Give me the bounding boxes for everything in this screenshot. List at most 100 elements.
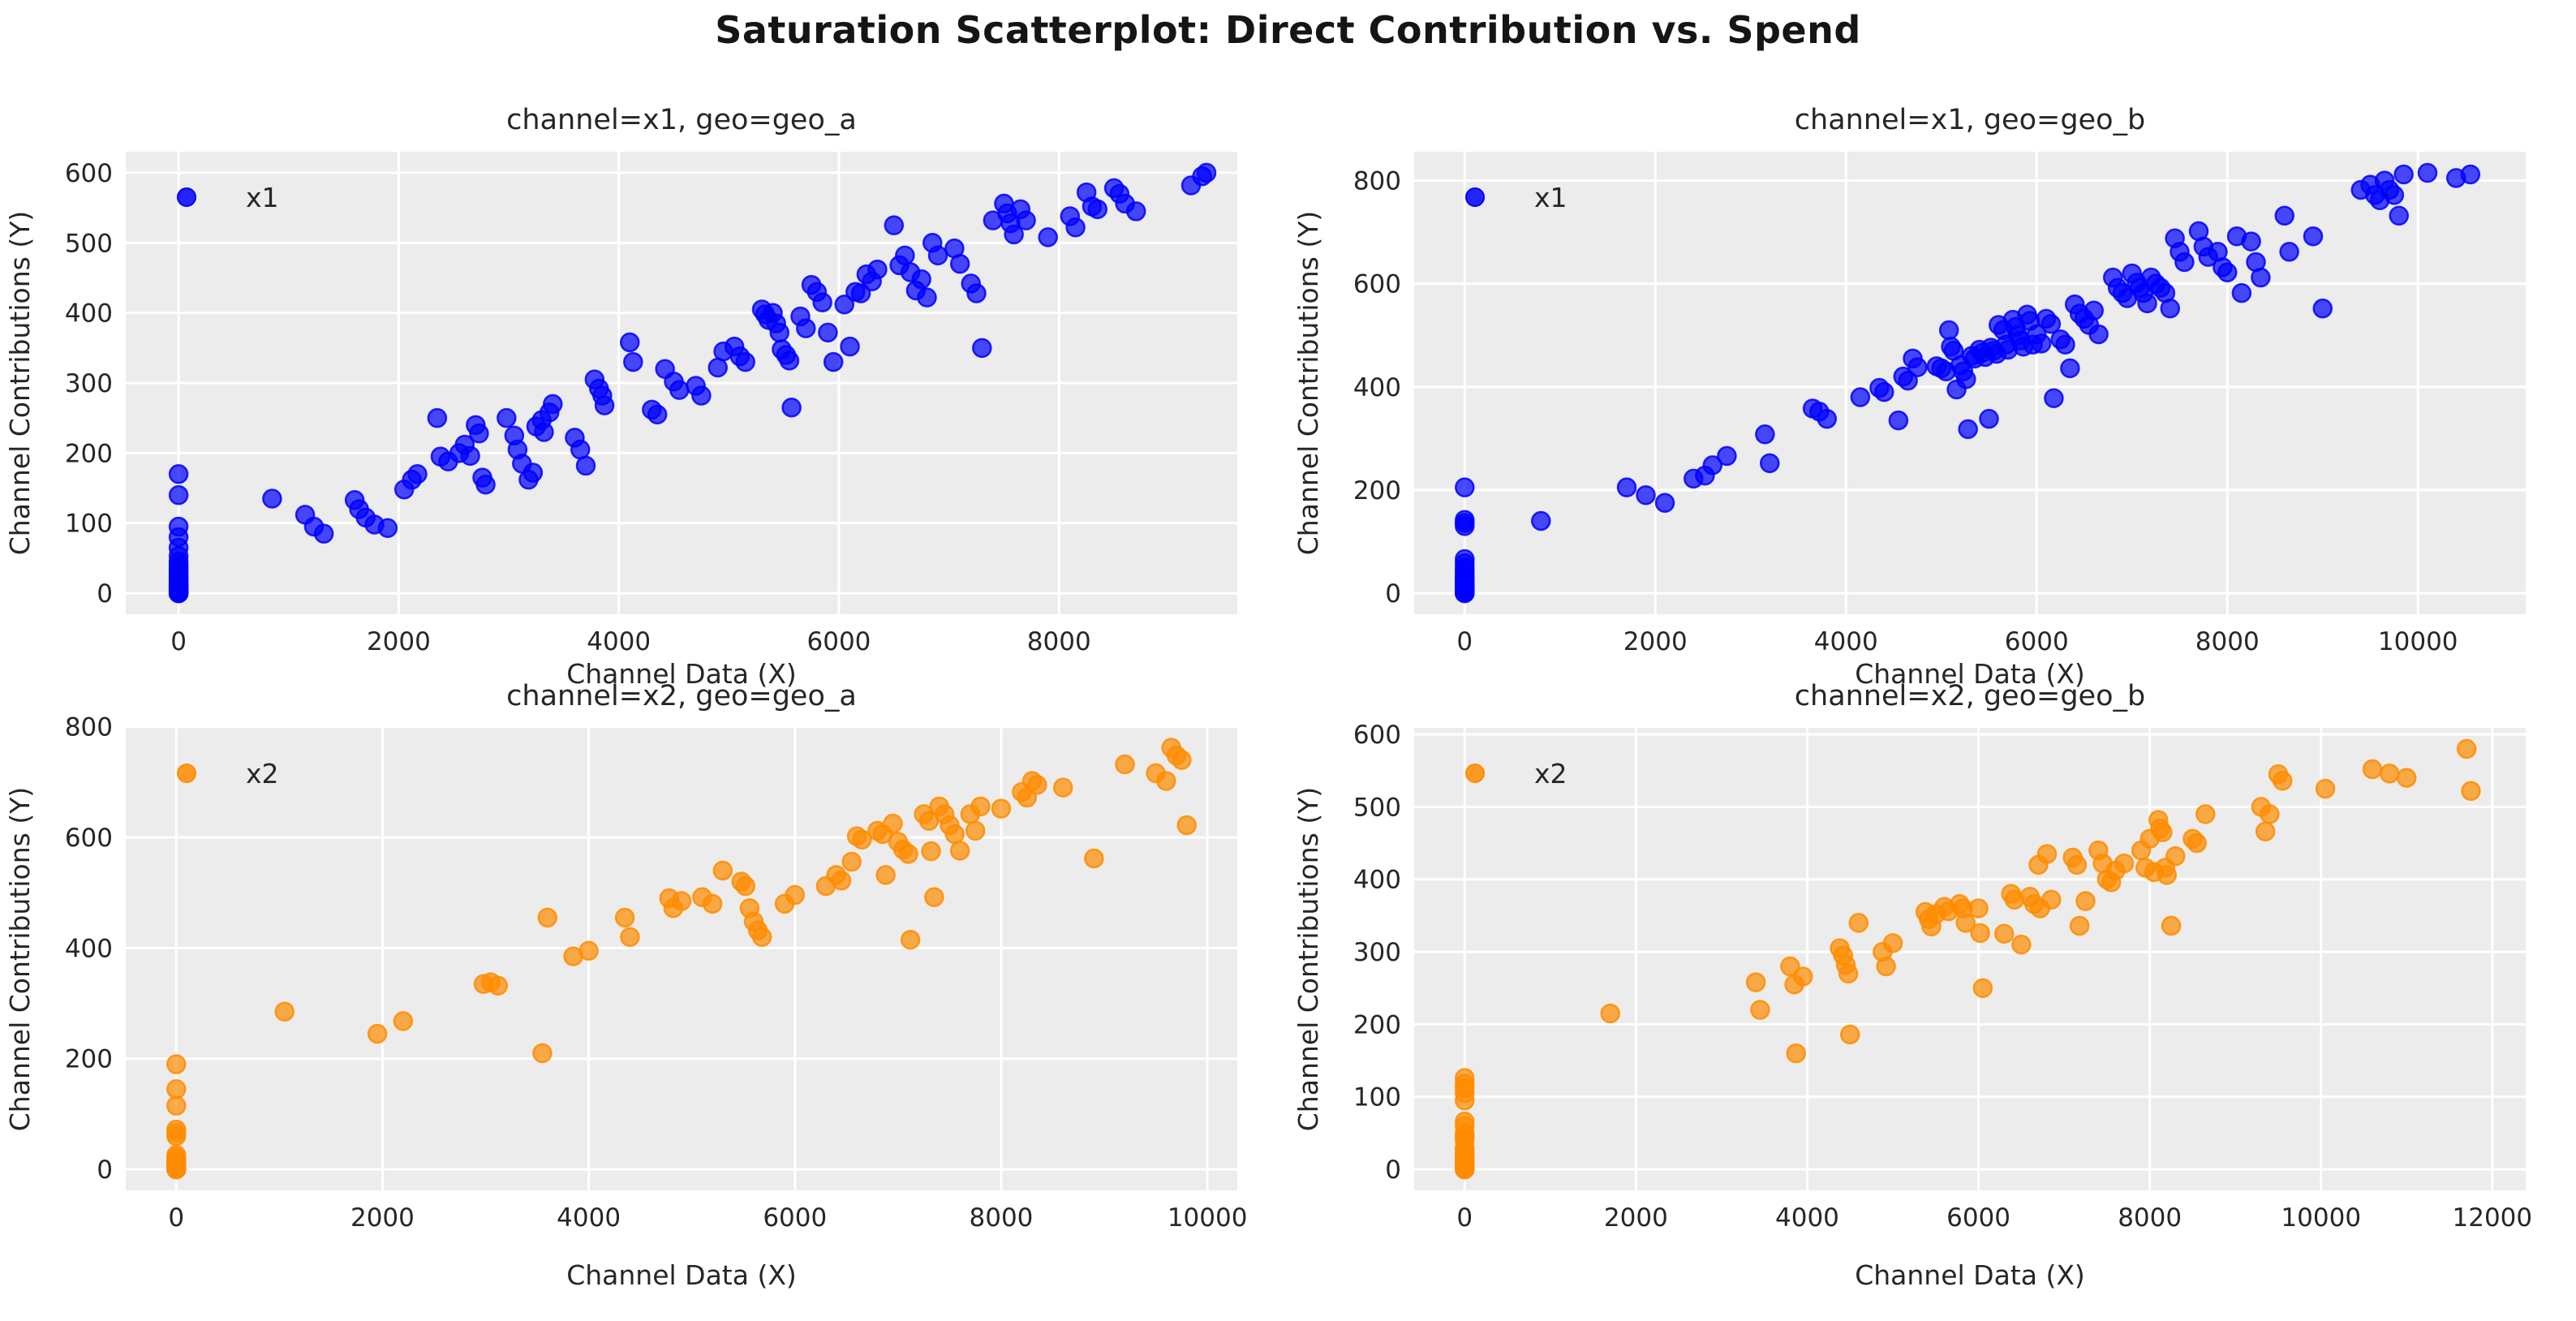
y-tick-label: 0 xyxy=(1385,1155,1401,1185)
y-tick-label: 200 xyxy=(1353,476,1401,506)
scatter-point xyxy=(647,404,668,425)
scatter-point xyxy=(1027,774,1047,795)
scatter-point xyxy=(785,884,806,906)
scatter-point xyxy=(1125,201,1146,222)
subplot-title: channel=x1, geo=geo_b xyxy=(1795,104,2145,136)
legend-marker-icon xyxy=(177,187,196,207)
subplot-channel-x2-geo-a: 0 2000 4000 6000 8000 10000 0 200 400 600 800 x2 cha… xyxy=(4,680,1248,1291)
x-axis-label: Channel Data (X) xyxy=(1855,1259,2085,1291)
scatter-point xyxy=(2055,334,2075,355)
scatter-point xyxy=(2036,844,2058,864)
scatter-point xyxy=(735,876,756,897)
y-axis-label: Channel Contributions (Y) xyxy=(1292,211,1324,555)
scatter-point xyxy=(620,927,640,947)
scatter-point xyxy=(168,516,189,537)
y-tick-label: 200 xyxy=(65,1045,113,1074)
x-tick-label: 0 xyxy=(168,1203,184,1233)
scatter-point xyxy=(1972,978,1993,998)
scatter-point xyxy=(911,269,931,290)
scatter-point xyxy=(1087,199,1107,220)
x-tick-label: 10000 xyxy=(1168,1203,1248,1233)
y-tick-label: 800 xyxy=(65,713,113,742)
scatter-point xyxy=(840,336,860,357)
scatter-point xyxy=(2187,833,2207,854)
scatter-point xyxy=(949,841,970,861)
y-tick-label: 400 xyxy=(65,934,113,963)
scatter-point xyxy=(1958,419,1978,440)
scatter-point xyxy=(1531,510,1551,531)
scatter-point xyxy=(966,283,987,303)
scatter-point xyxy=(166,1078,187,1099)
scatter-point xyxy=(1004,224,1024,245)
scatter-point xyxy=(2312,298,2333,319)
scatter-point xyxy=(575,455,596,476)
scatter-point xyxy=(2161,915,2182,936)
scatter-point xyxy=(2417,162,2438,183)
scatter-point xyxy=(614,907,635,928)
scatter-point xyxy=(1760,453,1780,474)
x-tick-label: 2000 xyxy=(367,627,431,656)
scatter-point xyxy=(2461,781,2481,801)
scatter-point xyxy=(2460,164,2481,185)
x-tick-label: 0 xyxy=(1456,627,1473,656)
scatter-point xyxy=(812,292,832,312)
scatter-point xyxy=(475,474,496,495)
scatter-point xyxy=(921,841,941,862)
scatter-point xyxy=(972,338,992,359)
x-tick-label: 12000 xyxy=(2453,1203,2533,1233)
scatter-point xyxy=(1786,1043,1806,1064)
scatter-point xyxy=(991,798,1012,819)
x-tick-label: 4000 xyxy=(1814,627,1878,656)
scatter-point xyxy=(735,351,755,372)
scatter-point xyxy=(1888,410,1909,431)
scatter-point xyxy=(460,445,480,467)
scatter-point xyxy=(2315,778,2336,799)
scatter-point xyxy=(2260,804,2280,824)
scatter-point xyxy=(2041,313,2062,334)
scatter-point xyxy=(669,380,690,400)
x-tick-label: 8000 xyxy=(2195,627,2260,656)
y-axis-label: Channel Contributions (Y) xyxy=(4,211,36,555)
scatter-point xyxy=(1156,771,1176,791)
y-tick-label: 0 xyxy=(97,579,113,609)
scatter-point xyxy=(2114,853,2135,874)
subplot-title: channel=x2, geo=geo_b xyxy=(1795,680,2145,712)
y-tick-label: 200 xyxy=(65,439,113,468)
scatter-point xyxy=(274,1001,295,1022)
y-tick-label: 800 xyxy=(1353,167,1401,196)
y-tick-label: 600 xyxy=(1353,721,1401,750)
scatter-point xyxy=(884,215,905,235)
x-tick-label: 6000 xyxy=(1946,1203,2010,1233)
scatter-point xyxy=(1780,956,1800,977)
x-tick-label: 8000 xyxy=(1027,627,1091,656)
scatter-point xyxy=(769,322,789,343)
x-tick-label: 10000 xyxy=(2378,627,2458,656)
scatter-point xyxy=(1956,368,1976,389)
scatter-point xyxy=(1016,210,1036,230)
scatter-point xyxy=(1907,357,1928,377)
scatter-point xyxy=(867,259,888,280)
scatter-point xyxy=(2157,865,2178,885)
scatter-point xyxy=(594,395,615,415)
scatter-point xyxy=(1839,1024,1860,1045)
scatter-point xyxy=(949,253,970,274)
scatter-point xyxy=(2011,934,2032,955)
scatter-point xyxy=(841,851,862,872)
scatter-point xyxy=(834,295,855,315)
scatter-point xyxy=(944,824,965,845)
scatter-point xyxy=(1115,754,1135,775)
scatter-point xyxy=(1455,477,1475,497)
y-tick-label: 400 xyxy=(1353,866,1401,895)
scatter-point xyxy=(532,1043,553,1064)
x-tick-label: 2000 xyxy=(1604,1203,1668,1233)
scatter-point xyxy=(2303,226,2324,247)
scatter-point xyxy=(898,844,918,864)
subplot-channel-x1-geo-a: 0 2000 4000 6000 8000 0 100 200 300 400 500 600 x1 ch… xyxy=(4,104,1237,690)
gridlines xyxy=(126,725,1237,1190)
scatter-point xyxy=(2362,759,2383,780)
subplot-channel-x1-geo-b: 0 2000 4000 6000 8000 10000 0 200 400 600 800 x1 cha… xyxy=(1292,104,2526,690)
scatter-point xyxy=(1792,966,1813,987)
scatter-point xyxy=(1882,933,1903,953)
scatter-point xyxy=(1455,1111,1475,1132)
